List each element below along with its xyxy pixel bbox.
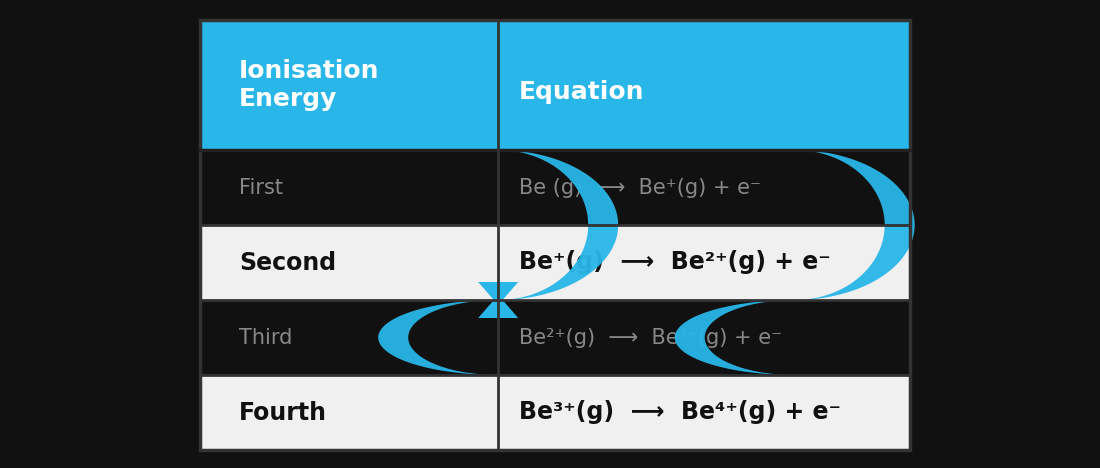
PathPatch shape <box>478 295 518 318</box>
PathPatch shape <box>674 300 794 375</box>
PathPatch shape <box>498 150 618 300</box>
Text: Third: Third <box>239 328 293 348</box>
Text: Second: Second <box>239 250 336 275</box>
Text: Be (g)  ⟶  Be⁺(g) + e⁻: Be (g) ⟶ Be⁺(g) + e⁻ <box>519 177 761 197</box>
Text: Be⁺(g)  ⟶  Be²⁺(g) + e⁻: Be⁺(g) ⟶ Be²⁺(g) + e⁻ <box>519 250 830 275</box>
Text: Be²⁺(g)  ⟶  Be³⁺(g) + e⁻: Be²⁺(g) ⟶ Be³⁺(g) + e⁻ <box>519 328 782 348</box>
FancyBboxPatch shape <box>200 20 498 150</box>
Text: First: First <box>239 177 283 197</box>
Text: Be³⁺(g)  ⟶  Be⁴⁺(g) + e⁻: Be³⁺(g) ⟶ Be⁴⁺(g) + e⁻ <box>519 401 840 424</box>
FancyBboxPatch shape <box>200 300 498 375</box>
Text: Fourth: Fourth <box>239 401 327 424</box>
FancyBboxPatch shape <box>498 225 910 300</box>
FancyBboxPatch shape <box>200 150 498 225</box>
FancyBboxPatch shape <box>498 20 910 150</box>
Text: Ionisation
Energy: Ionisation Energy <box>239 59 380 111</box>
FancyBboxPatch shape <box>200 225 498 300</box>
FancyBboxPatch shape <box>498 300 910 375</box>
PathPatch shape <box>378 300 498 375</box>
PathPatch shape <box>794 150 915 300</box>
FancyBboxPatch shape <box>498 375 910 450</box>
PathPatch shape <box>478 282 518 305</box>
FancyBboxPatch shape <box>200 375 498 450</box>
FancyBboxPatch shape <box>498 150 910 225</box>
Text: Equation: Equation <box>519 80 645 103</box>
